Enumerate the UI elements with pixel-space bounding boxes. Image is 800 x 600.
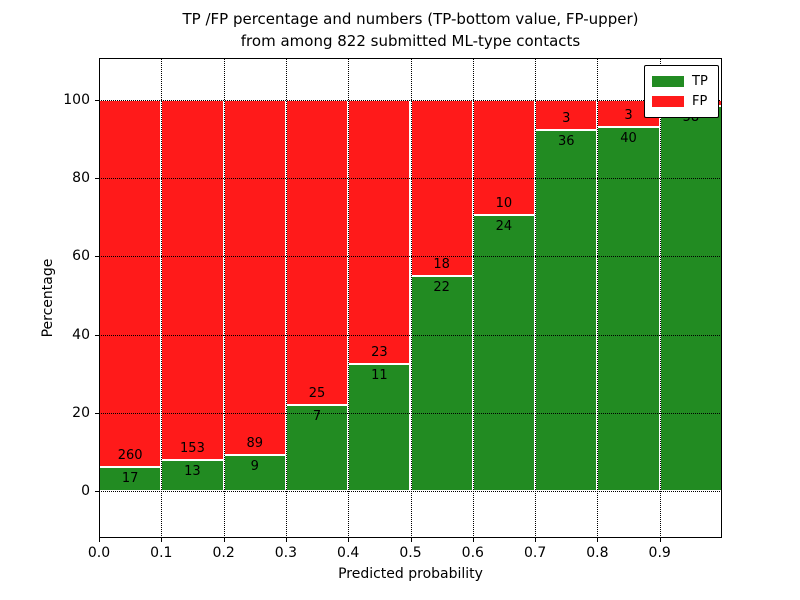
x-tick-label-0.4: 0.4 xyxy=(337,545,360,561)
x-tick-label-0.5: 0.5 xyxy=(399,545,422,561)
gridline-x-0.9 xyxy=(659,58,661,538)
bar-segment-fp-6 xyxy=(472,99,536,215)
bar-fp-count-label-1: 153 xyxy=(180,441,205,457)
bar-fp-count-label-4: 23 xyxy=(371,345,388,361)
y-tick-label-80: 80 xyxy=(72,170,90,187)
bar-tp-count-label-6: 24 xyxy=(495,218,513,234)
x-tick-0.5 xyxy=(410,538,412,542)
x-axis-label: Predicted probability xyxy=(338,566,483,582)
bar-tp-count-label-1: 13 xyxy=(184,464,201,480)
x-tick-label-0.8: 0.8 xyxy=(586,545,609,561)
y-tick-label-40: 40 xyxy=(72,326,90,343)
gridline-x-0.5 xyxy=(410,58,412,538)
bar-fp-count-label-2: 89 xyxy=(246,436,264,452)
bar-segment-tp-0 xyxy=(99,467,162,492)
chart-title-line-2: from among 822 submitted ML-type contact… xyxy=(240,32,581,50)
bar-segment-tp-1 xyxy=(161,460,224,492)
bar-tp-count-label-7: 36 xyxy=(557,133,575,149)
bar-segment-tp-4 xyxy=(348,364,411,492)
x-tick-0.8 xyxy=(597,538,599,542)
legend-row-tp: TP xyxy=(652,74,711,89)
y-tick-label-60: 60 xyxy=(72,248,90,265)
x-tick-0.1 xyxy=(161,538,163,542)
gridline-x-0.1 xyxy=(161,58,163,538)
bar-fp-count-label-5: 18 xyxy=(433,256,450,272)
legend-label-fp: FP xyxy=(692,94,708,109)
x-tick-0.7 xyxy=(535,538,537,542)
x-tick-label-0.7: 0.7 xyxy=(523,545,547,561)
bar-fp-count-label-3: 25 xyxy=(308,386,326,402)
legend: TP FP xyxy=(644,65,719,118)
x-tick-label-0.1: 0.1 xyxy=(150,545,173,561)
y-tick-40 xyxy=(95,334,99,336)
legend-row-fp: FP xyxy=(652,94,711,109)
x-tick-label-0.9: 0.9 xyxy=(648,545,671,561)
bar-segment-fp-1 xyxy=(161,99,224,461)
x-tick-label-0.2: 0.2 xyxy=(212,545,235,561)
bar-segment-fp-5 xyxy=(410,99,473,276)
x-tick-0.6 xyxy=(472,538,474,542)
y-tick-100 xyxy=(95,99,99,101)
y-tick-label-20: 20 xyxy=(72,404,90,421)
bar-tp-count-label-4: 11 xyxy=(371,368,388,384)
bar-tp-count-label-8: 40 xyxy=(620,131,637,147)
bar-tp-count-label-2: 9 xyxy=(250,459,259,475)
gridline-x-0.3 xyxy=(285,58,287,538)
legend-label-tp: TP xyxy=(692,74,708,89)
bar-segment-fp-0 xyxy=(99,99,162,468)
bar-tp-count-label-3: 7 xyxy=(312,409,322,425)
legend-swatch-fp xyxy=(652,96,684,107)
bar-fp-count-label-6: 10 xyxy=(495,195,513,211)
x-tick-0.9 xyxy=(659,538,661,542)
chart-title-line-1: TP /FP percentage and numbers (TP-bottom… xyxy=(182,10,639,28)
bar-fp-count-label-0: 260 xyxy=(117,448,143,464)
x-tick-0.4 xyxy=(348,538,350,542)
bar-segment-tp-3 xyxy=(285,405,349,492)
gridline-x-0.2 xyxy=(223,58,225,538)
gridline-x-0.4 xyxy=(348,58,350,538)
y-tick-0 xyxy=(95,491,99,493)
bar-fp-count-label-7: 3 xyxy=(562,110,571,126)
y-tick-60 xyxy=(95,256,99,258)
legend-swatch-tp xyxy=(652,76,684,87)
y-tick-80 xyxy=(95,178,99,180)
x-tick-label-0.0: 0.0 xyxy=(87,545,111,561)
y-tick-label-100: 100 xyxy=(63,91,90,108)
gridline-x-0.6 xyxy=(472,58,474,538)
y-tick-20 xyxy=(95,412,99,414)
x-tick-label-0.6: 0.6 xyxy=(461,545,484,561)
bar-segment-tp-8 xyxy=(597,127,660,492)
bar-fp-count-label-8: 3 xyxy=(624,108,633,124)
x-tick-0.0 xyxy=(99,538,100,542)
y-tick-label-0: 0 xyxy=(81,483,90,500)
bar-segment-fp-4 xyxy=(348,99,411,365)
bar-segment-tp-9 xyxy=(659,106,722,492)
bar-tp-count-label-0: 17 xyxy=(121,471,139,487)
chart-title: TP /FP percentage and numbers (TP-bottom… xyxy=(99,8,722,52)
bar-segment-tp-2 xyxy=(223,455,286,492)
gridline-x-0.8 xyxy=(597,58,599,538)
bar-segment-tp-7 xyxy=(535,129,598,492)
x-tick-0.2 xyxy=(223,538,225,542)
bar-segment-tp-5 xyxy=(410,275,473,492)
bar-segment-fp-2 xyxy=(223,99,286,456)
x-tick-label-0.3: 0.3 xyxy=(274,545,298,561)
x-tick-0.3 xyxy=(285,538,287,542)
gridline-x-0.7 xyxy=(535,58,537,538)
bar-segment-tp-6 xyxy=(472,214,536,492)
bar-tp-count-label-5: 22 xyxy=(433,279,450,295)
bar-segment-fp-3 xyxy=(285,99,349,406)
